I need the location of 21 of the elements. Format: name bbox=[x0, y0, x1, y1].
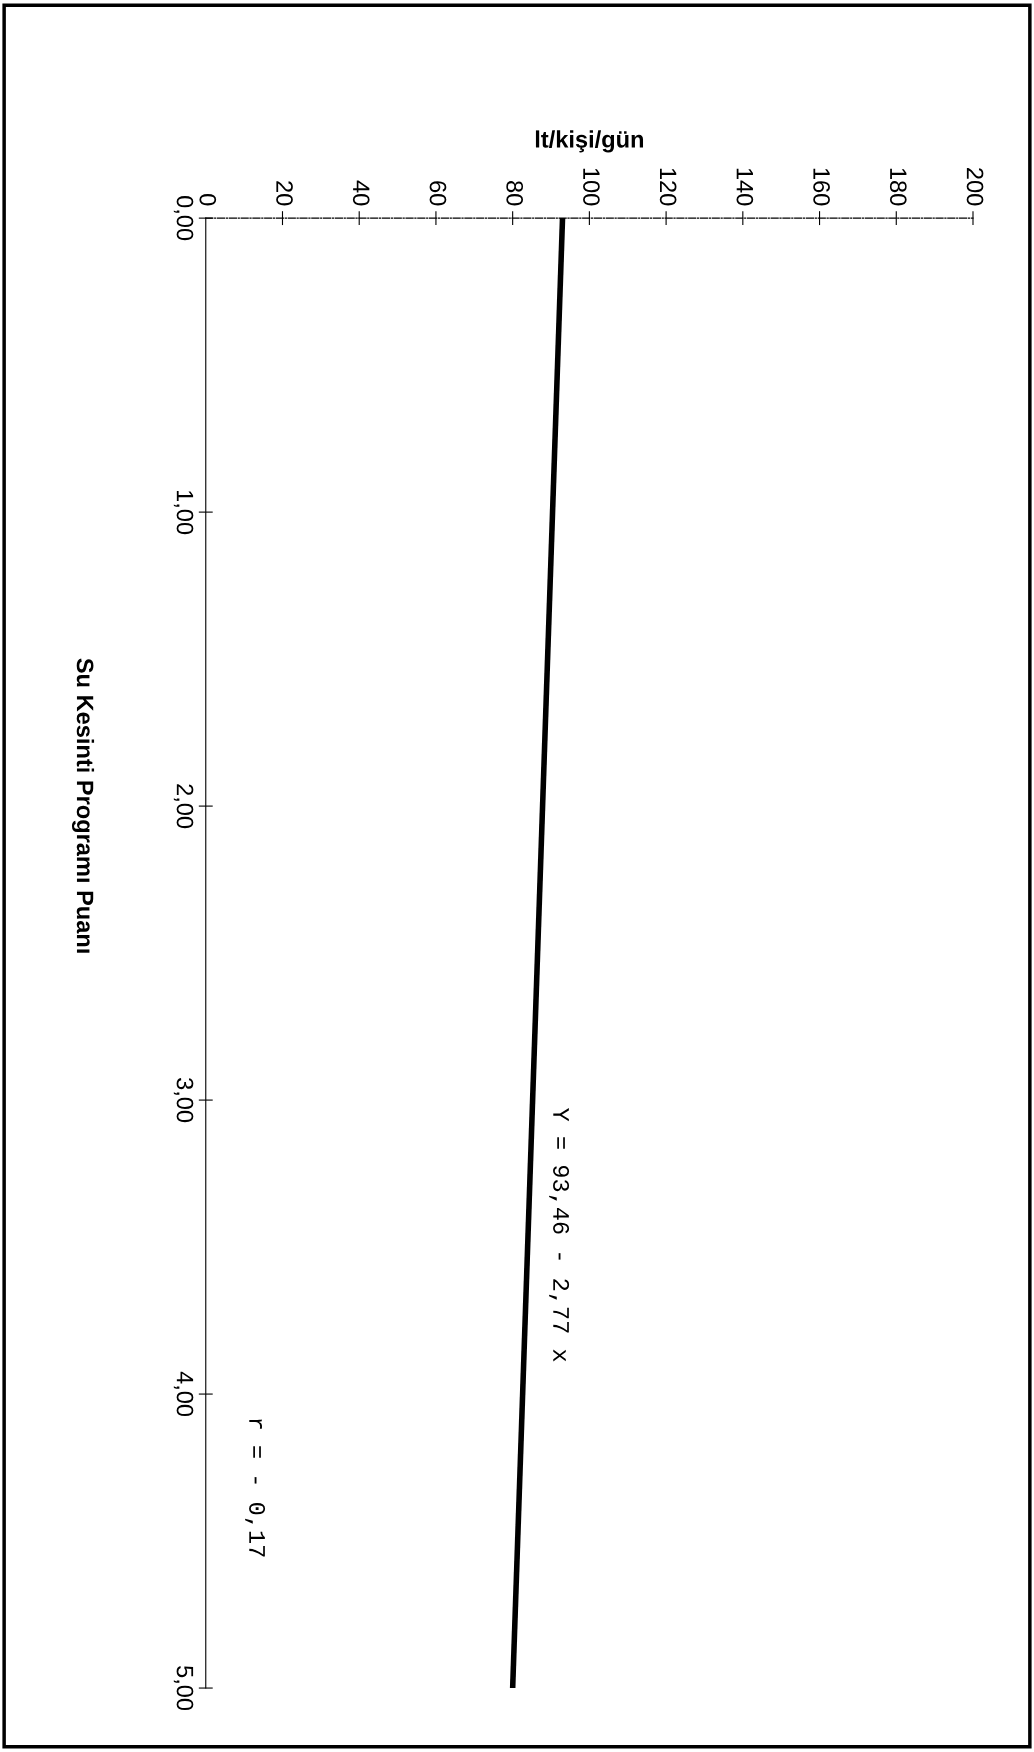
x-tick-label: 100 bbox=[583, 168, 600, 206]
y-tick-label: 4,00 bbox=[173, 1371, 194, 1417]
x-tick-label: 20 bbox=[276, 181, 293, 206]
x-tick-label: 40 bbox=[352, 180, 370, 206]
x-axis-title: lt/kişi/gün bbox=[535, 130, 644, 153]
annotation: Y = 93,46 - 2,77 x bbox=[549, 1108, 570, 1362]
x-tick-label: 120 bbox=[659, 168, 677, 206]
y-tick-label: 3,00 bbox=[173, 1078, 194, 1123]
x-tick-label: 200 bbox=[966, 168, 984, 206]
y-tick-label: 1,00 bbox=[173, 490, 194, 535]
x-tick-label: 80 bbox=[506, 181, 524, 206]
x-tick-label: 0 bbox=[199, 194, 217, 206]
x-tick-label: 140 bbox=[736, 168, 754, 206]
y-tick-label: 2,00 bbox=[173, 784, 194, 829]
annotation: r = - 0,17 bbox=[245, 1419, 266, 1557]
y-tick-label: 5,00 bbox=[173, 1666, 194, 1711]
y-tick-label: 0,00 bbox=[173, 196, 194, 241]
x-tick-label: 160 bbox=[813, 168, 830, 206]
x-tick-label: 60 bbox=[429, 181, 447, 206]
x-tick-label: 180 bbox=[889, 168, 907, 206]
y-axis-title: Su Kesinti Programı Puanı bbox=[71, 658, 95, 953]
